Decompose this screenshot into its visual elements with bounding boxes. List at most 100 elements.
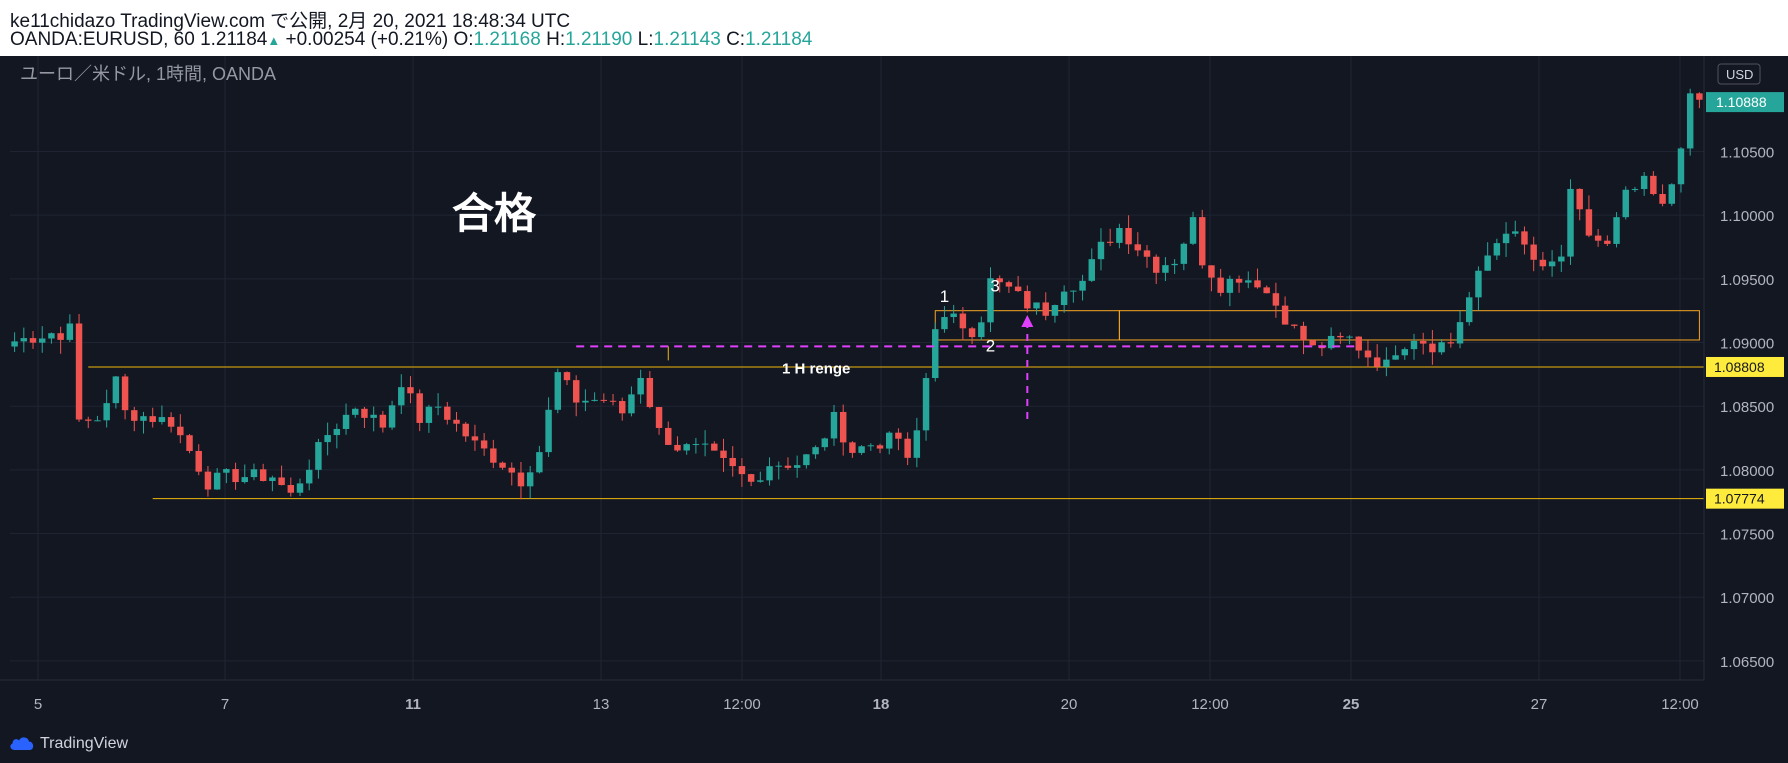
candle-body [250,469,258,478]
candle-body [499,462,506,468]
candle-body [1189,217,1197,244]
candle-body [388,405,396,428]
close-value: 1.21184 [745,29,813,50]
candle-body [536,452,543,473]
candle-body [701,443,709,445]
candle-body [361,408,368,418]
candle-body [287,485,295,493]
publish-info: ke11chidazo TradingView.com で公開, 2月 20, … [10,11,571,32]
candle-body [11,341,18,347]
candle-body [1199,217,1206,266]
candle-body [1622,189,1629,218]
candle-body [572,380,580,403]
candle-body [1208,265,1215,278]
candle-body [1097,241,1105,260]
candle-body [186,435,193,451]
candle-body [1309,340,1316,346]
x-tick-label: 20 [1061,696,1078,713]
high-label: H: [546,29,566,50]
candle-body [195,450,202,472]
candle-body [784,465,792,468]
candle-body [619,401,626,414]
candle-body [490,448,497,463]
price-change: +0.00254 (+0.21%) [285,29,449,50]
price-chart[interactable]: 1 H renge 1 2 3 1.06500 1.07000 1.07500 1.0800… [0,56,1788,723]
x-tick-label: 12:00 [1661,696,1699,713]
candle-body [830,411,838,439]
candle-body [213,472,221,490]
candlestick-series [11,88,1703,500]
currency-label: USD [1726,67,1753,82]
up-triangle-icon: ▲ [267,33,281,48]
candle-body [1373,357,1381,367]
x-tick-label: 12:00 [723,696,761,713]
candle-body [278,477,285,486]
candle-body [1484,255,1491,271]
candle-body [75,323,83,420]
tradingview-logo[interactable]: TradingView [8,734,128,753]
x-tick-label: 27 [1531,696,1548,713]
candle-body [821,438,828,448]
candle-body [904,438,911,458]
candle-body [646,377,654,408]
candle-body [1245,280,1252,283]
level-price-label: 1.08808 [1714,359,1765,375]
candle-body [94,420,101,422]
candle-body [508,467,515,473]
candle-body [517,472,525,487]
candle-body [1631,189,1639,191]
candle-body [1640,175,1648,190]
candle-body [637,377,644,395]
candle-body [867,445,875,447]
candle-body [1539,259,1547,267]
candle-body [223,469,230,473]
candle-body [959,313,967,329]
candle-body [1668,184,1675,204]
candle-body [1530,244,1537,260]
candle-body [1438,342,1445,353]
chart-grid [10,56,1704,680]
candle-body [775,465,782,467]
candle-body [1134,244,1142,251]
range-label: 1 H renge [782,360,850,377]
candle-body [932,329,939,379]
x-tick-label: 11 [405,696,421,713]
candle-body [839,411,847,443]
candle-body [167,417,175,427]
candle-body [987,278,994,323]
candle-body [895,432,902,439]
candle-body [1512,231,1519,234]
pass-annotation: 合格 [452,190,537,237]
symbol-name: OANDA:EURUSD, 60 [10,29,195,50]
x-tick-label: 18 [873,696,890,713]
candle-body [342,414,350,429]
y-tick-label: 1.08000 [1720,463,1774,480]
candle-body [315,442,322,470]
last-price-label: 1.10888 [1716,94,1767,110]
candle-body [1696,93,1703,100]
candle-body [803,454,810,466]
candle-body [333,428,341,436]
candle-body [1014,286,1022,292]
candle-body [609,400,617,402]
candle-body [554,372,562,410]
candle-body [876,445,884,449]
candle-body [149,416,156,422]
candle-body [1410,340,1418,350]
candle-body [1180,243,1188,264]
candle-body [683,444,690,451]
x-tick-label: 7 [221,696,229,713]
candle-body [1051,305,1059,316]
candle-body [121,376,129,411]
candle-body [711,443,718,451]
candle-body [1254,280,1261,288]
candle-body [1659,194,1666,204]
candle-body [398,387,405,406]
candle-body [886,432,893,449]
candle-body [757,480,764,482]
chart-header: ke11chidazo TradingView.com で公開, 2月 20, … [0,0,1788,56]
candle-body [591,399,598,401]
candle-body [1106,241,1114,243]
candle-body [1226,278,1234,293]
brand-name: TradingView [40,735,129,752]
